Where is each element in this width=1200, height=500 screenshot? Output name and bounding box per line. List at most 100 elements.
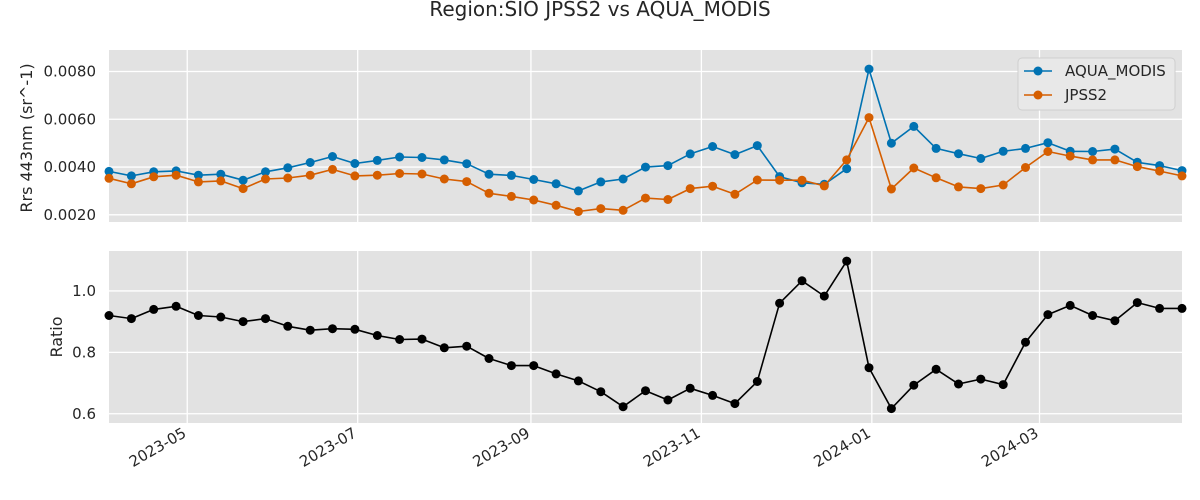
- ratio-point: [685, 383, 695, 393]
- ratio-point: [149, 304, 159, 314]
- rrs-panel: 0.0020 0.0040 0.0060 0.0080 Rrs 443nm (sr^-…: [17, 50, 1187, 224]
- aqua-modis-point: [439, 155, 449, 165]
- rrs-y-ticks: 0.0020 0.0040 0.0060 0.0080: [44, 63, 97, 224]
- jpss2-point: [931, 173, 941, 183]
- ratio-point: [1177, 303, 1187, 313]
- legend: AQUA_MODIS JPSS2: [1017, 57, 1176, 111]
- ratio-point: [842, 256, 852, 266]
- ratio-point: [171, 301, 181, 311]
- rrs-y-tick-label: 0.0040: [44, 158, 97, 176]
- ratio-point: [819, 291, 829, 301]
- jpss2-point: [864, 113, 874, 123]
- jpss2-point: [350, 171, 360, 181]
- ratio-point: [126, 314, 136, 324]
- aqua-modis-point: [752, 141, 762, 151]
- ratio-point: [752, 377, 762, 386]
- jpss2-point: [551, 200, 561, 210]
- jpss2-point: [685, 184, 695, 194]
- ratio-point: [1021, 337, 1030, 347]
- ratio-point: [216, 312, 226, 322]
- aqua-modis-point: [596, 177, 606, 187]
- ratio-point: [551, 369, 561, 379]
- ratio-point: [618, 402, 628, 412]
- ratio-point: [1132, 298, 1142, 308]
- aqua-modis-point: [730, 150, 740, 160]
- aqua-modis-point: [238, 175, 248, 185]
- jpss2-point: [417, 169, 427, 179]
- ratio-point: [261, 314, 270, 324]
- ratio-plot-area: [109, 251, 1182, 423]
- ratio-point: [372, 331, 382, 340]
- aqua-modis-point: [283, 163, 293, 173]
- ratio-point: [886, 404, 896, 414]
- jpss2-point: [775, 175, 785, 185]
- ratio-point: [596, 387, 606, 397]
- ratio-point: [1065, 300, 1075, 310]
- jpss2-point: [998, 180, 1008, 190]
- aqua-modis-point: [126, 171, 136, 181]
- aqua-modis-point: [104, 166, 114, 176]
- ratio-point: [573, 376, 583, 386]
- jpss2-point: [663, 195, 673, 204]
- jpss2-point: [328, 164, 337, 174]
- ratio-point: [909, 380, 919, 390]
- aqua-modis-point: [328, 152, 337, 161]
- x-tick-label: 2023-09: [470, 424, 533, 471]
- ratio-point: [641, 386, 650, 396]
- ratio-point: [484, 354, 494, 363]
- jpss2-point: [976, 184, 986, 194]
- ratio-point: [305, 325, 315, 335]
- x-axis-ticks: 2023-05 2023-07 2023-09 2023-11 2024-01 2024-…: [126, 424, 1042, 471]
- jpss2-point: [484, 188, 494, 198]
- ratio-y-tick-label: 1.0: [72, 282, 96, 300]
- ratio-point: [395, 335, 405, 344]
- ratio-point: [104, 311, 114, 320]
- jpss2-point: [1110, 155, 1120, 165]
- aqua-modis-point: [1021, 143, 1030, 153]
- ratio-y-tick-label: 0.8: [72, 343, 96, 361]
- ratio-point: [1110, 316, 1120, 326]
- ratio-point: [954, 379, 963, 389]
- ratio-point: [283, 321, 293, 331]
- aqua-modis-point: [1110, 144, 1120, 154]
- ratio-point: [417, 334, 427, 344]
- rrs-y-tick-label: 0.0020: [44, 206, 97, 224]
- jpss2-point: [842, 155, 852, 165]
- ratio-point: [1088, 311, 1098, 320]
- jpss2-point: [462, 177, 472, 187]
- aqua-modis-point: [842, 164, 852, 174]
- aqua-modis-point: [484, 169, 494, 179]
- x-tick-label: 2023-11: [640, 424, 703, 471]
- x-tick-label: 2023-05: [126, 424, 189, 471]
- jpss2-point: [506, 191, 516, 201]
- ratio-point: [328, 324, 337, 334]
- jpss2-point: [372, 170, 382, 180]
- jpss2-point: [1043, 147, 1053, 156]
- ratio-point: [775, 298, 785, 308]
- jpss2-point: [1155, 166, 1165, 176]
- jpss2-point: [596, 204, 606, 214]
- legend-marker-jpss2: [1033, 90, 1043, 100]
- jpss2-point: [529, 195, 539, 205]
- ratio-point: [1043, 310, 1053, 320]
- jpss2-point: [439, 174, 449, 184]
- aqua-modis-point: [395, 152, 405, 162]
- jpss2-point: [909, 163, 919, 173]
- aqua-modis-point: [305, 158, 315, 167]
- aqua-modis-point: [216, 169, 226, 179]
- aqua-modis-point: [998, 146, 1008, 156]
- jpss2-point: [126, 179, 136, 189]
- jpss2-point: [1065, 151, 1075, 161]
- x-tick-label: 2024-01: [811, 424, 874, 471]
- jpss2-point: [573, 207, 583, 216]
- jpss2-point: [797, 175, 807, 185]
- ratio-point: [730, 399, 740, 409]
- aqua-modis-point: [954, 149, 963, 159]
- jpss2-point: [954, 182, 963, 192]
- aqua-modis-point: [864, 64, 874, 74]
- ratio-point: [708, 390, 718, 400]
- legend-label-aqua-modis: AQUA_MODIS: [1065, 62, 1166, 81]
- aqua-modis-point: [685, 149, 695, 159]
- ratio-point: [529, 361, 539, 371]
